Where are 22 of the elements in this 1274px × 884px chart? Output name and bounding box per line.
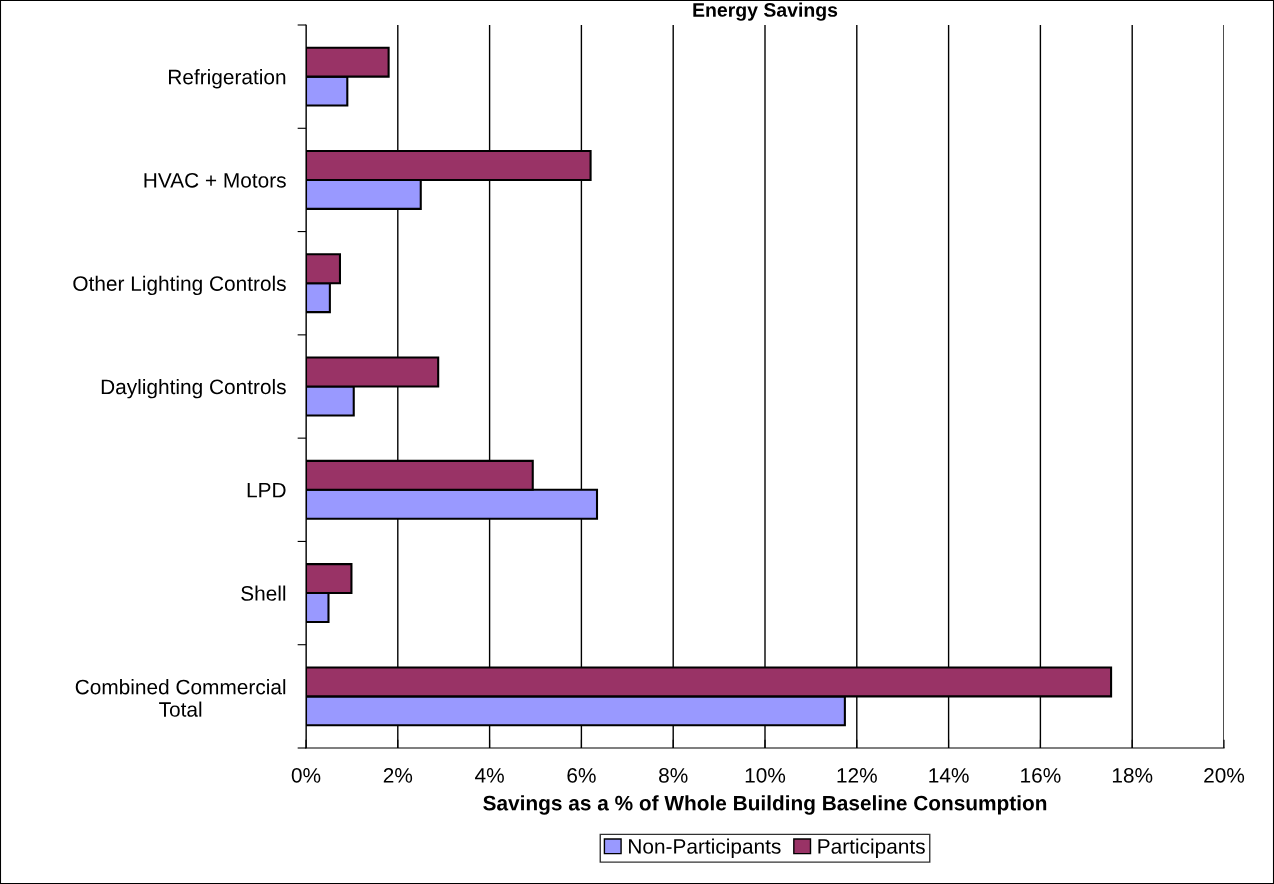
x-tick-label: 4% <box>475 768 504 783</box>
x-tick-label: 6% <box>567 767 596 783</box>
legend-label: Participants <box>818 838 925 858</box>
y-tick-label: Combined Commercial Total <box>75 679 286 717</box>
y-tick-label: Other Lighting Controls <box>73 275 286 296</box>
x-tick-label: 0% <box>291 767 321 783</box>
x-tick-label: 16% <box>1021 767 1061 783</box>
y-tick-label: HVAC + Motors <box>144 172 286 188</box>
x-tick-label: 10% <box>745 767 786 783</box>
x-tick-label: 18% <box>1112 767 1153 783</box>
y-tick-label: Refrigeration <box>169 69 286 89</box>
x-tick-label: 2% <box>383 767 413 783</box>
x-tick-label: 12% <box>837 767 877 783</box>
x-tick-label: 14% <box>929 768 969 783</box>
x-tick-label: 8% <box>659 767 688 783</box>
y-tick-label: Shell <box>241 585 286 601</box>
y-tick-label: LPD <box>247 483 286 498</box>
legend-label: Non-Participants <box>629 838 781 858</box>
chart-title: Energy Savings <box>693 2 838 21</box>
x-tick-label: 20% <box>1204 767 1245 783</box>
x-axis-title: Savings as a % of Whole Building Baseline Consumption <box>483 795 1047 815</box>
y-tick-label: Daylighting Controls <box>101 378 286 399</box>
